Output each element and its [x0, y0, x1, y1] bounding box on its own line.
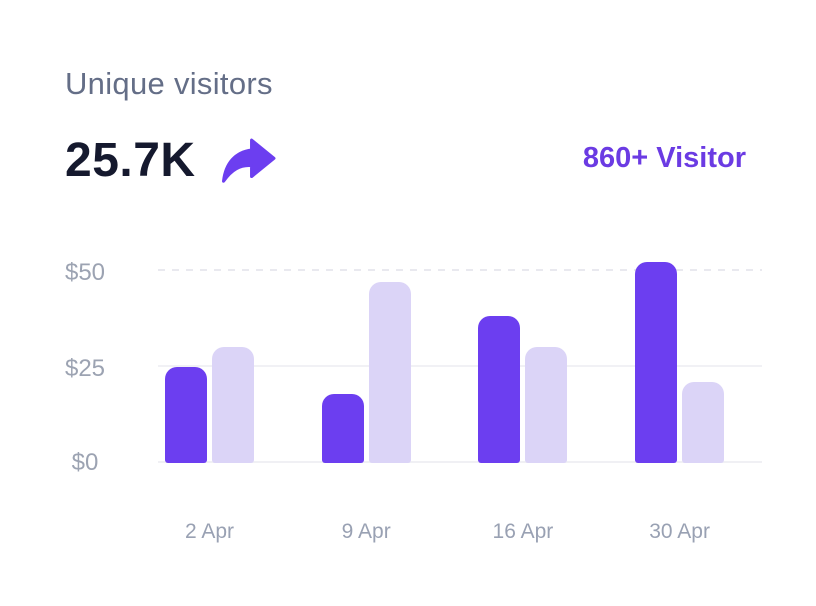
gridline-50 [158, 269, 762, 271]
y-tick-label: $25 [64, 355, 106, 382]
bar-secondary-2-apr[interactable] [212, 347, 254, 463]
plot-area [158, 251, 762, 463]
x-tick-label: 9 Apr [341, 520, 391, 543]
x-tick-label: 16 Apr [492, 520, 554, 543]
bar-secondary-16-apr[interactable] [525, 347, 568, 463]
share-arrow-right-icon [221, 138, 276, 188]
gridline-25 [158, 365, 762, 367]
bar-primary-30-apr[interactable] [635, 262, 678, 463]
gridline-baseline [158, 461, 762, 463]
metric-row: 25.7K [65, 132, 276, 188]
metric-value: 25.7K [65, 133, 196, 187]
y-tick-label: $0 [71, 449, 99, 476]
visitor-count-link[interactable]: 860+ Visitor [582, 142, 746, 174]
x-tick-label: 30 Apr [649, 520, 710, 543]
y-tick-label: $50 [64, 259, 106, 286]
bar-primary-16-apr[interactable] [478, 316, 521, 463]
bar-secondary-9-apr[interactable] [368, 281, 411, 463]
page-title: Unique visitors [65, 66, 273, 101]
bar-secondary-30-apr[interactable] [682, 381, 725, 463]
x-tick-label: 2 Apr [184, 520, 235, 543]
bars-container [158, 251, 762, 463]
bar-primary-9-apr[interactable] [321, 393, 364, 463]
x-axis: 2 Apr 9 Apr 16 Apr 30 Apr [158, 520, 762, 552]
bar-primary-2-apr[interactable] [165, 366, 207, 463]
